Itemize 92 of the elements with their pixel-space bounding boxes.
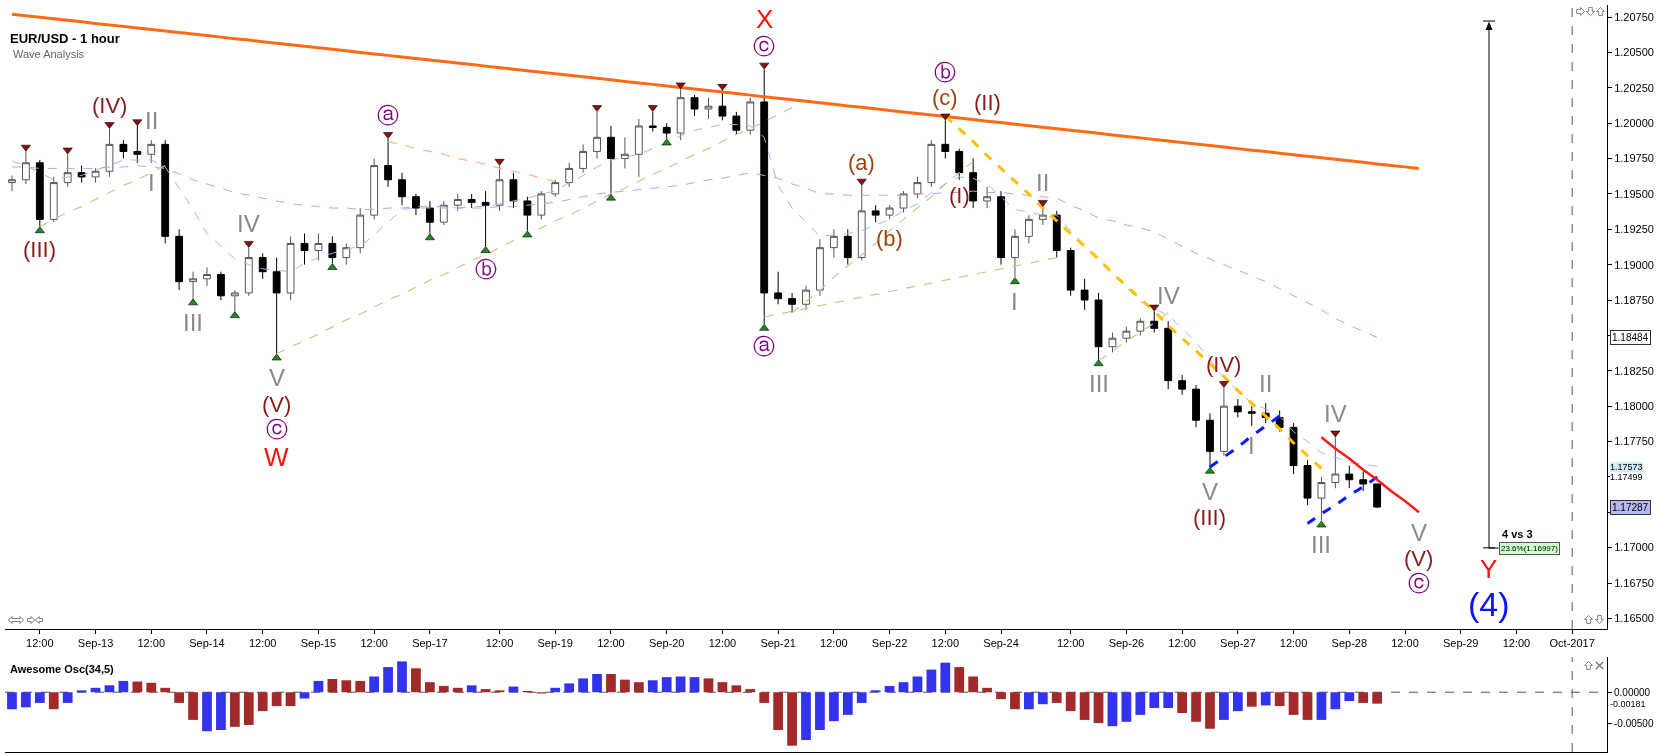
annotation: I: [1011, 288, 1018, 315]
annotation: ⓒ: [1408, 571, 1430, 596]
annotation: IV: [237, 210, 260, 237]
annotation: IV: [1324, 400, 1347, 427]
annotation: (IV): [1206, 352, 1242, 377]
annotation: (III): [23, 237, 56, 262]
x-tick-label: 12:00: [485, 637, 514, 650]
annotation: V: [269, 364, 286, 391]
x-tick-label: Sep-27: [1220, 637, 1256, 650]
annotation: (V): [262, 392, 292, 417]
annotation: ⓒ: [753, 34, 775, 59]
annotation: 1.17499: [1610, 472, 1643, 482]
annotation: ⓒ: [266, 417, 288, 442]
y-tick-label: 1.19000: [1614, 258, 1654, 271]
annotation: II: [145, 107, 159, 134]
x-tick-label: 12:00: [708, 637, 737, 650]
x-tick-label: Sep-19: [537, 637, 573, 650]
annotation: (I): [949, 183, 970, 208]
x-tick-label: 12:00: [1279, 637, 1308, 650]
annotation: III: [183, 309, 204, 336]
annotation: I: [1248, 432, 1255, 459]
y-tick-label: 1.17000: [1614, 541, 1654, 554]
annotation: I: [148, 169, 155, 196]
x-tick-label: Sep-13: [77, 637, 114, 650]
y-tick-label: 1.17750: [1614, 435, 1654, 448]
annotation: ⓑ: [475, 257, 497, 282]
y-tick-label: 1.20500: [1614, 46, 1654, 59]
x-tick-label: Sep-14: [189, 637, 225, 650]
y-tick-label: 1.20750: [1614, 10, 1654, 23]
x-tick-label: 12:00: [26, 637, 54, 650]
annotation: 1.17573: [1610, 462, 1643, 472]
annotation: ⓑ: [934, 60, 956, 85]
annotation: 1.17287: [1612, 502, 1649, 513]
y-tick-label: 1.16500: [1614, 612, 1654, 625]
annotation: (4): [1468, 585, 1510, 623]
x-tick-label: 12:00: [820, 637, 848, 650]
annotation: (III): [1193, 505, 1226, 530]
y-tick-label: 1.18000: [1614, 399, 1654, 412]
y-tick-label: -0.00500: [1614, 718, 1654, 730]
x-tick-label: Sep-21: [760, 637, 796, 650]
annotation: II: [1259, 370, 1273, 397]
annotation: (V): [1404, 546, 1434, 571]
annotation: (IV): [92, 93, 128, 118]
annotation: 4 vs 3: [1502, 528, 1533, 540]
annotation: II: [1036, 169, 1050, 196]
x-tick-label: 12:00: [1391, 637, 1419, 650]
y-tick-label: 1.16750: [1614, 576, 1654, 589]
annotation: X: [756, 4, 774, 34]
x-tick-label: Sep-20: [648, 637, 685, 650]
y-tick-label: 1.19250: [1614, 223, 1654, 236]
x-tick-label: 12:00: [597, 637, 625, 650]
text: -0.00181: [1610, 699, 1646, 709]
x-tick-label: Sep-22: [871, 637, 908, 650]
y-tick-label: 1.18250: [1614, 364, 1654, 377]
annotation: (a): [848, 150, 875, 175]
x-tick-label: Sep-28: [1331, 637, 1368, 650]
x-tick-label: Sep-26: [1108, 637, 1145, 650]
annotation: 1.18484: [1612, 332, 1649, 343]
x-tick-label: Sep-29: [1442, 637, 1479, 650]
y-tick-label: 1.18750: [1614, 293, 1654, 306]
y-tick-label: 1.19750: [1614, 152, 1654, 165]
annotation: 23.6%(1.16997): [1501, 544, 1559, 553]
annotation: (c): [932, 85, 958, 110]
y-tick-label: 1.20250: [1614, 81, 1654, 94]
annotation: (b): [876, 226, 903, 251]
x-tick-label: 12:00: [360, 637, 388, 650]
annotation: Y: [1480, 554, 1498, 584]
y-tick-label: 1.20000: [1614, 117, 1654, 129]
annotation: III: [1089, 370, 1110, 397]
x-tick-label: Sep-24: [983, 637, 1019, 650]
x-tick-label: 12:00: [1168, 637, 1196, 650]
x-tick-label: 12:00: [1056, 637, 1085, 650]
y-tick-label: 1.19500: [1614, 187, 1654, 200]
y-tick-label: 0.00000: [1614, 686, 1651, 698]
x-tick-label: Sep-15: [300, 637, 337, 650]
annotation: ⓐ: [753, 334, 775, 359]
x-tick-label: 12:00: [137, 637, 166, 650]
annotation: III: [1311, 531, 1332, 558]
x-tick-label: Sep-17: [412, 637, 448, 650]
annotation: IV: [1157, 282, 1180, 309]
x-tick-label: 12:00: [931, 637, 960, 650]
x-tick-label: 12:00: [248, 637, 277, 650]
annotation: ⓐ: [377, 103, 399, 128]
x-tick-label: 12:00: [1502, 637, 1531, 650]
text: Wave Analysis: [13, 48, 85, 60]
annotation: V: [1411, 519, 1428, 546]
annotation: (II): [974, 90, 1001, 115]
annotation: V: [1202, 478, 1219, 505]
text: EUR/USD - 1 hour: [10, 30, 120, 46]
annotation: W: [264, 442, 289, 472]
x-tick-label: Oct-2017: [1549, 637, 1595, 650]
text: Awesome Osc(34,5): [10, 662, 115, 675]
